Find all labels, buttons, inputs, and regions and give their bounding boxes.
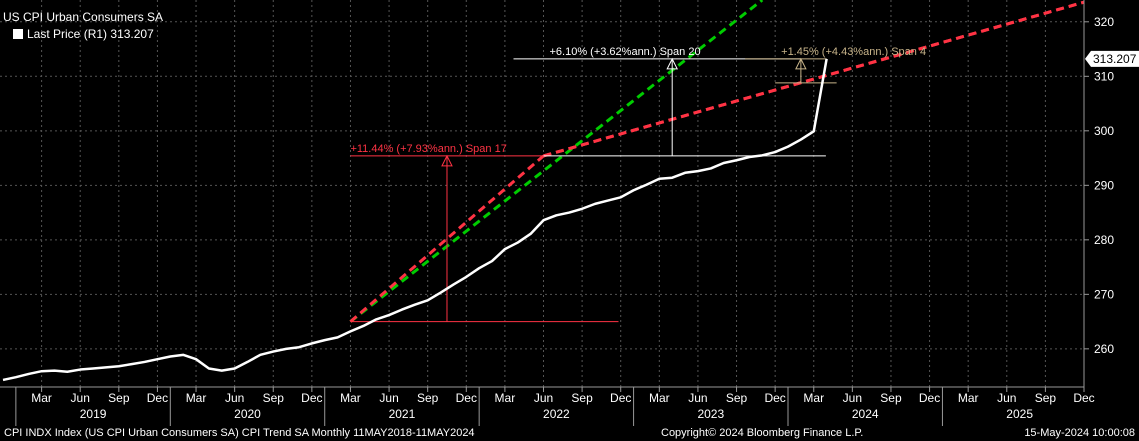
legend-entry: Last Price (R1) 313.207 bbox=[3, 26, 163, 43]
y-tick-label: 290 bbox=[1094, 178, 1114, 192]
y-tick-label: 310 bbox=[1094, 69, 1114, 83]
y-tick-label: 320 bbox=[1094, 15, 1114, 29]
y-tick-label: 270 bbox=[1094, 287, 1114, 301]
x-tick-label: Mar bbox=[495, 391, 516, 405]
x-year-label: 2019 bbox=[80, 407, 107, 421]
x-tick-label: Dec bbox=[456, 391, 477, 405]
trend-lines bbox=[349, 0, 1085, 323]
legend-series-axis: (R1) bbox=[83, 27, 108, 41]
x-tick-label: Dec bbox=[919, 391, 940, 405]
x-tick-label: Jun bbox=[225, 391, 244, 405]
annotation-label: +1.45% (+4.43%ann.) Span 4 bbox=[781, 46, 926, 58]
x-year-label: 2025 bbox=[1006, 407, 1033, 421]
last-price-label: 313.207 bbox=[1093, 52, 1137, 66]
y-tick-label: 300 bbox=[1094, 124, 1114, 138]
x-tick-label: Jun bbox=[843, 391, 862, 405]
x-tick-label: Sep bbox=[417, 391, 439, 405]
footer-ticker: CPI INDX Index (US CPI Urban Consumers S… bbox=[4, 427, 475, 439]
plot-area bbox=[0, 0, 1084, 387]
annotation-label: +6.10% (+3.62%ann.) Span 20 bbox=[550, 46, 701, 58]
x-year-label: 2023 bbox=[697, 407, 724, 421]
legend: US CPI Urban Consumers SA Last Price (R1… bbox=[3, 9, 163, 43]
y-tick-label: 280 bbox=[1094, 233, 1114, 247]
x-tick-label: Dec bbox=[610, 391, 631, 405]
legend-series-label: Last Price bbox=[27, 27, 81, 41]
x-year-label: 2022 bbox=[543, 407, 570, 421]
x-tick-label: Mar bbox=[31, 391, 52, 405]
trend-line bbox=[349, 154, 545, 323]
x-year-label: 2024 bbox=[852, 407, 879, 421]
x-year-label: 2021 bbox=[389, 407, 416, 421]
trend-line-overlay bbox=[543, 0, 1085, 158]
x-tick-label: Mar bbox=[803, 391, 824, 405]
x-year-label: 2020 bbox=[234, 407, 261, 421]
last-price-box bbox=[1085, 50, 1139, 67]
x-tick-label: Dec bbox=[764, 391, 785, 405]
footer-timestamp: 15-May-2024 10:00:08 bbox=[1024, 427, 1135, 439]
series-line bbox=[2, 58, 828, 382]
y-tick-label: 260 bbox=[1094, 342, 1114, 356]
x-tick-label: Mar bbox=[649, 391, 670, 405]
x-tick-label: Sep bbox=[726, 391, 748, 405]
x-tick-label: Dec bbox=[301, 391, 322, 405]
annotation-label: +11.44% (+7.93%ann.) Span 17 bbox=[350, 143, 506, 155]
grid-lines bbox=[0, 0, 1085, 387]
x-tick-label: Jun bbox=[534, 391, 553, 405]
x-tick-label: Mar bbox=[340, 391, 361, 405]
footer-copyright: Copyright© 2024 Bloomberg Finance L.P. bbox=[661, 427, 864, 439]
legend-series-value: 313.207 bbox=[110, 27, 154, 41]
series-lines bbox=[2, 58, 828, 382]
legend-title: US CPI Urban Consumers SA bbox=[3, 10, 164, 24]
footer: CPI INDX Index (US CPI Urban Consumers S… bbox=[0, 426, 1139, 441]
x-tick-label: Dec bbox=[1073, 391, 1094, 405]
legend-swatch bbox=[13, 29, 23, 39]
x-tick-label: Jun bbox=[379, 391, 398, 405]
axes: Mar Jun Sep Dec Mar Jun Sep Dec Mar Jun Sep Dec Mar J… bbox=[0, 0, 1139, 426]
trend-line bbox=[349, 0, 764, 323]
x-tick-label: Mar bbox=[186, 391, 207, 405]
x-tick-label: Sep bbox=[263, 391, 285, 405]
x-tick-label: Jun bbox=[71, 391, 90, 405]
x-tick-label: Sep bbox=[108, 391, 130, 405]
x-tick-label: Sep bbox=[571, 391, 593, 405]
x-tick-label: Dec bbox=[147, 391, 168, 405]
x-tick-label: Jun bbox=[997, 391, 1016, 405]
annotations: +11.44% (+7.93%ann.) Span 17 +6.10% (+3.6… bbox=[350, 46, 926, 323]
x-tick-label: Sep bbox=[1035, 391, 1057, 405]
x-tick-label: Jun bbox=[688, 391, 707, 405]
annotation-arrow bbox=[441, 154, 453, 167]
annotation-arrow bbox=[795, 57, 807, 70]
annotation-arrow bbox=[666, 57, 678, 70]
x-tick-label: Sep bbox=[880, 391, 902, 405]
x-tick-label: Mar bbox=[958, 391, 979, 405]
